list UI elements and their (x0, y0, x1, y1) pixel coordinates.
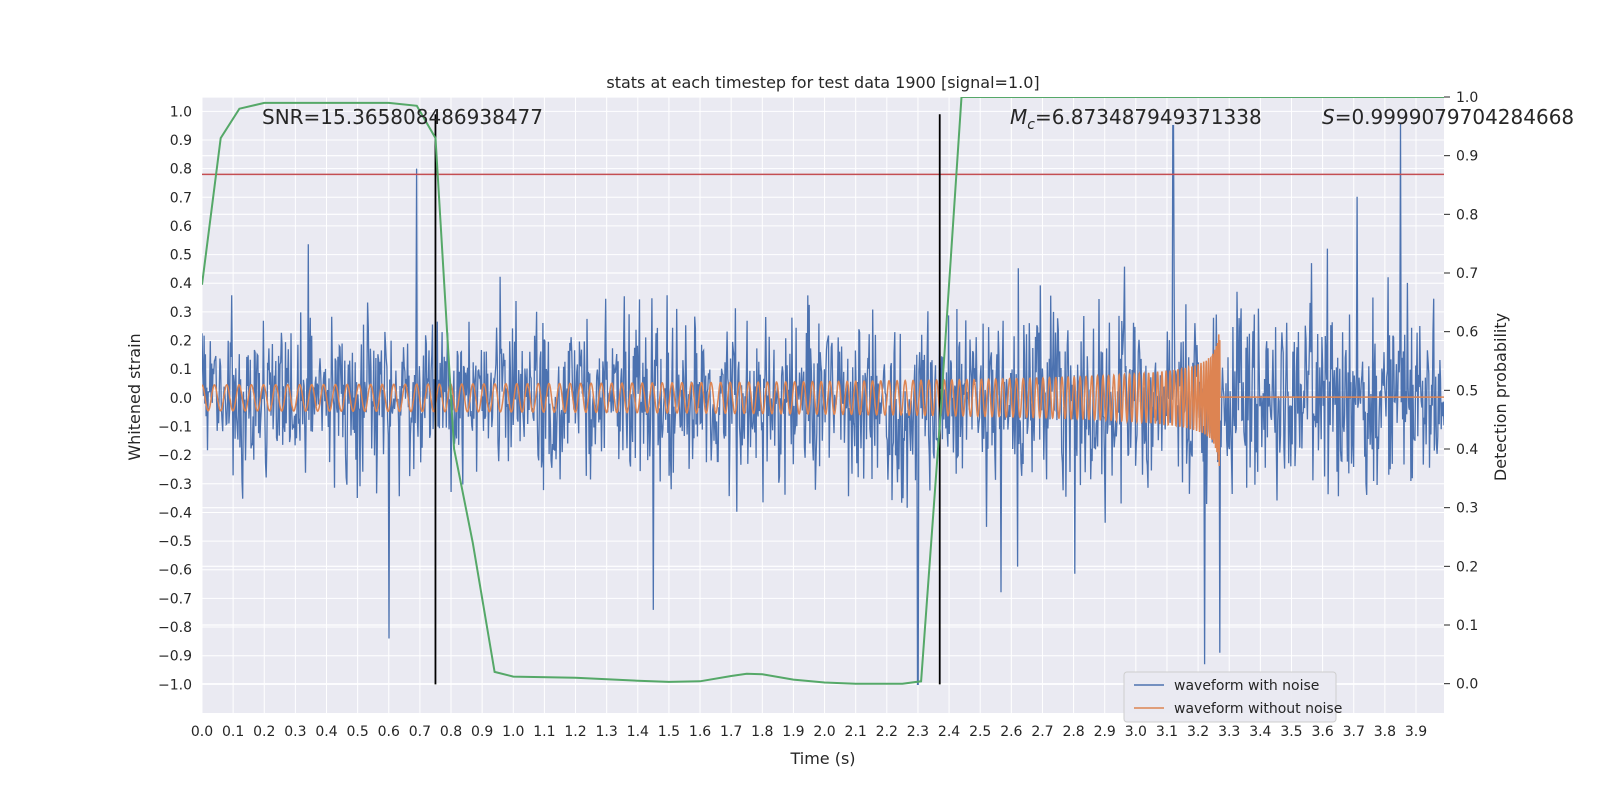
x-tick-label: 2.2 (876, 724, 898, 740)
s-symbol: S (1322, 105, 1335, 129)
y2-axis-label: Detection probability (1491, 313, 1510, 481)
x-tick-label: 1.8 (751, 724, 773, 740)
x-tick-label: 3.1 (1156, 724, 1178, 740)
y-tick-label: 0.6 (170, 219, 192, 235)
y-tick-label: −0.2 (158, 448, 192, 464)
plot-series (202, 97, 1444, 685)
x-tick-label: 2.8 (1062, 724, 1084, 740)
y-tick-label: −0.5 (158, 534, 192, 550)
x-tick-label: 2.1 (845, 724, 867, 740)
y2-tick-label: 0.0 (1456, 677, 1478, 693)
y-tick-label: 0.0 (170, 391, 192, 407)
y-tick-label: −0.8 (158, 620, 192, 636)
legend-box (1123, 671, 1337, 723)
x-tick-label: 1.2 (564, 724, 586, 740)
y2-tick-label: 1.0 (1456, 90, 1478, 106)
y-tick-label: −0.4 (158, 505, 192, 521)
x-tick-label: 3.3 (1218, 724, 1240, 740)
x-tick-label: 0.3 (284, 724, 306, 740)
mc-value: =6.873487949371338 (1035, 105, 1262, 129)
snr-annotation: SNR=15.365808486938477 (262, 105, 543, 129)
x-tick-label: 3.5 (1280, 724, 1302, 740)
y2-tick-label: 0.4 (1456, 442, 1478, 458)
y-axis-label: Whitened strain (125, 333, 144, 460)
x-tick-label: 2.0 (813, 724, 835, 740)
x-tick-label: 1.6 (689, 724, 711, 740)
x-tick-label: 0.6 (378, 724, 400, 740)
x-tick-label: 2.9 (1094, 724, 1116, 740)
x-axis-label: Time (s) (789, 749, 855, 768)
x-tick-label: 3.8 (1374, 724, 1396, 740)
x-tick-label: 0.9 (471, 724, 493, 740)
x-tick-label: 2.4 (938, 724, 960, 740)
y2-tick-label: 0.7 (1456, 266, 1478, 282)
y-tick-label: 0.9 (170, 133, 192, 149)
x-tick-label: 2.5 (969, 724, 991, 740)
legend: waveform with noise waveform without noi… (1123, 671, 1342, 723)
y-tick-label: −0.7 (158, 591, 192, 607)
x-tick-label: 0.4 (315, 724, 337, 740)
x-tick-label: 1.1 (533, 724, 555, 740)
y-axis-ticks: 1.0 0.9 0.8 0.7 0.6 0.5 0.4 0.3 0.2 0.1 0.0 −0.1 −0.… (158, 104, 192, 693)
x-tick-label: 1.0 (502, 724, 524, 740)
x-tick-label: 3.7 (1343, 724, 1365, 740)
y-tick-label: 0.4 (170, 276, 192, 292)
y2-tick-label: 0.6 (1456, 325, 1478, 341)
y-tick-label: 0.1 (170, 362, 192, 378)
x-tick-label: 2.7 (1031, 724, 1053, 740)
x-tick-label: 3.9 (1405, 724, 1427, 740)
x-tick-label: 1.7 (720, 724, 742, 740)
mc-annotation: Mc=6.873487949371338 (1010, 105, 1262, 133)
y-tick-label: 0.5 (170, 248, 192, 264)
x-tick-label: 3.4 (1249, 724, 1271, 740)
series-line-detection-probability (202, 97, 1444, 685)
y-tick-label: 0.2 (170, 334, 192, 350)
y-tick-label: −0.3 (158, 477, 192, 493)
y2-tick-label: 0.2 (1456, 559, 1478, 575)
x-tick-label: 2.3 (907, 724, 929, 740)
chart-title: stats at each timestep for test data 190… (606, 73, 1039, 92)
y-tick-label: −0.6 (158, 563, 192, 579)
x-tick-label: 0.5 (347, 724, 369, 740)
x-tick-label: 0.0 (191, 724, 213, 740)
y2-tick-label: 0.8 (1456, 207, 1478, 223)
y-tick-label: −0.9 (158, 649, 192, 665)
series-line-waveform-with-noise (202, 122, 1444, 685)
s-annotation: S=0.9999079704284668 (1322, 105, 1574, 129)
x-tick-label: 3.0 (1125, 724, 1147, 740)
x-tick-label: 0.2 (253, 724, 275, 740)
x-tick-label: 3.2 (1187, 724, 1209, 740)
y2-tick-label: 0.9 (1456, 149, 1478, 165)
x-tick-label: 2.6 (1000, 724, 1022, 740)
y2-tick-label: 0.3 (1456, 501, 1478, 517)
x-tick-label: 0.1 (222, 724, 244, 740)
y2-tick-label: 0.1 (1456, 618, 1478, 634)
legend-label-noise: waveform with noise (1174, 678, 1319, 694)
y-tick-label: 0.3 (170, 305, 192, 321)
s-value: =0.9999079704284668 (1335, 105, 1574, 129)
y-tick-label: 1.0 (170, 104, 192, 120)
x-tick-label: 0.8 (440, 724, 462, 740)
x-tick-label: 1.9 (782, 724, 804, 740)
mc-symbol: M (1010, 105, 1027, 129)
y2-tick-label: 0.5 (1456, 383, 1478, 399)
y2-axis-ticks: 1.0 0.9 0.8 0.7 0.6 0.5 0.4 0.3 0.2 0.1 0.0 (1444, 90, 1478, 693)
y-tick-label: 0.8 (170, 162, 192, 178)
x-tick-label: 0.7 (409, 724, 431, 740)
x-tick-label: 1.5 (658, 724, 680, 740)
y-tick-label: 0.7 (170, 190, 192, 206)
mc-subscript: c (1027, 117, 1035, 133)
legend-label-clean: waveform without noise (1174, 701, 1342, 717)
y-tick-label: −1.0 (158, 677, 192, 693)
y-tick-label: −0.1 (158, 419, 192, 435)
x-tick-label: 3.6 (1311, 724, 1333, 740)
x-axis-ticks: 0.0 0.1 0.2 0.3 0.4 0.5 0.6 0.7 0.8 0.9 1.0 1.1 1.2 1… (191, 724, 1427, 740)
x-tick-label: 1.4 (627, 724, 649, 740)
series-line-waveform-without-noise (202, 334, 1444, 467)
x-tick-label: 1.3 (596, 724, 618, 740)
